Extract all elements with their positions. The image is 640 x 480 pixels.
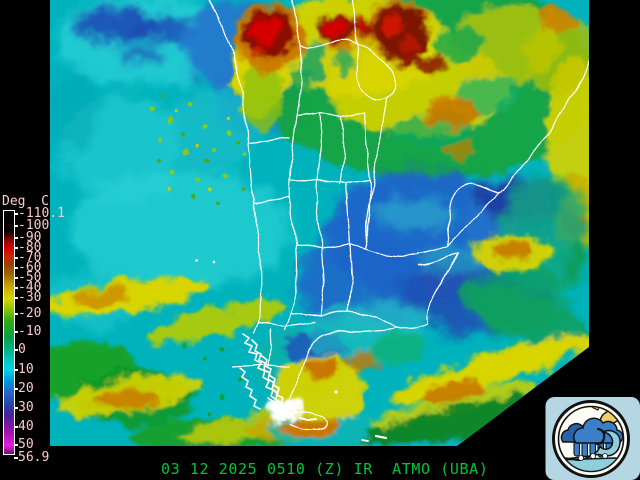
speckle-clouds bbox=[149, 93, 257, 423]
scale-tick-label: -110.1 bbox=[18, 206, 65, 221]
cloud-icon bbox=[560, 417, 623, 446]
scale-tick-mark bbox=[14, 277, 18, 279]
scale-tick-label: -40 bbox=[18, 280, 42, 295]
scale-tick-label: 50 bbox=[18, 437, 34, 452]
scale-tick-mark bbox=[14, 407, 18, 409]
scale-tick-mark bbox=[14, 297, 18, 299]
scale-tick-mark bbox=[14, 388, 18, 390]
atmo-uba-logo bbox=[545, 396, 640, 480]
scale-tick-mark bbox=[14, 225, 18, 227]
scale-tick-mark bbox=[14, 287, 18, 289]
scale-tick-mark bbox=[14, 457, 18, 459]
atmo-uba-logo-graphic bbox=[545, 397, 640, 480]
scale-tick-label: 40 bbox=[18, 419, 34, 434]
scale-tick-mark bbox=[14, 313, 18, 315]
scale-tick-mark bbox=[14, 257, 18, 259]
scale-tick-label: 10 bbox=[18, 362, 34, 377]
scale-tick-mark bbox=[14, 267, 18, 269]
scale-tick-label: -100 bbox=[18, 218, 50, 233]
temperature-scale: Deg C -110.1 -100 -90 -80 -70 -60 -50 -40 -30 -20… bbox=[0, 0, 70, 480]
scale-tick-label: -80 bbox=[18, 240, 42, 255]
satellite-ir-image bbox=[50, 0, 589, 446]
scale-tick-mark bbox=[14, 213, 18, 215]
deep-convection-clouds bbox=[231, 0, 589, 250]
scale-tick-label: 0 bbox=[18, 342, 26, 357]
scale-tick-mark bbox=[14, 426, 18, 428]
scale-tick-mark bbox=[14, 247, 18, 249]
fjords-snow-scribbles bbox=[239, 333, 388, 442]
scale-tick-label: -60 bbox=[18, 260, 42, 275]
scale-tick-label: 56.9 bbox=[18, 450, 50, 465]
scale-tick-label: 30 bbox=[18, 400, 34, 415]
scale-tick-mark bbox=[14, 349, 18, 351]
scale-tick-label: 20 bbox=[18, 381, 34, 396]
scale-tick-mark bbox=[14, 369, 18, 371]
scale-tick-mark bbox=[14, 444, 18, 446]
country-borders bbox=[209, 0, 589, 431]
scale-tick-label: -10 bbox=[18, 324, 42, 339]
timestamp-text: 03 12 2025 0510 (Z) IR ATMO (UBA) bbox=[161, 460, 489, 478]
scale-tick-mark bbox=[14, 237, 18, 239]
scale-tick-label: -30 bbox=[18, 290, 42, 305]
scale-tick-label: -90 bbox=[18, 230, 42, 245]
scale-tick-mark bbox=[14, 331, 18, 333]
scale-tick-label: -70 bbox=[18, 250, 42, 265]
scale-unit-label: Deg C bbox=[2, 194, 49, 209]
logo-inner-ring bbox=[557, 405, 625, 473]
scale-tick-label: -20 bbox=[18, 306, 42, 321]
scale-tick-label: -50 bbox=[18, 270, 42, 285]
